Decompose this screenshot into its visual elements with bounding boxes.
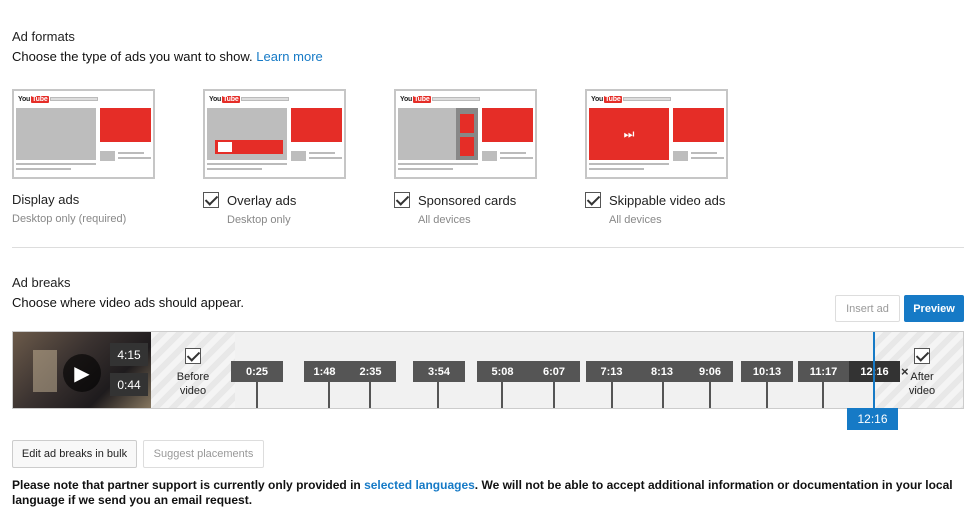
- skippable-video-ads-checkbox[interactable]: [585, 192, 601, 208]
- playhead-time: 12:16: [847, 408, 898, 430]
- skippable-video-ads-label: Skippable video ads: [609, 193, 726, 208]
- remove-marker-icon[interactable]: ×: [901, 364, 909, 379]
- ad-break-timeline[interactable]: ▶ 4:15 0:44 Before video After video 0:2…: [12, 331, 964, 409]
- youtube-logo: You Tube: [209, 96, 240, 103]
- marker-tick: [709, 382, 711, 408]
- ad-break-marker[interactable]: 10:13: [741, 361, 793, 382]
- after-video-checkbox[interactable]: [914, 348, 930, 364]
- youtube-logo: You Tube: [591, 96, 622, 103]
- marker-tick: [328, 382, 330, 408]
- ad-formats-title: Ad formats: [12, 29, 75, 44]
- ad-breaks-title: Ad breaks: [12, 275, 71, 290]
- thumb-duration-top: 4:15: [110, 343, 148, 366]
- ad-break-marker[interactable]: 2:35: [345, 361, 396, 382]
- overlay-ads-sub: Desktop only: [227, 214, 291, 226]
- ad-formats-subtitle-text: Choose the type of ads you want to show.: [12, 49, 253, 64]
- overlay-ads-label: Overlay ads: [227, 193, 297, 208]
- skip-forward-icon: ⏭: [589, 108, 669, 160]
- ad-break-marker[interactable]: 1:48: [304, 361, 345, 382]
- marker-tick: [611, 382, 613, 408]
- marker-tick: [369, 382, 371, 408]
- skippable-video-ads-illustration: You Tube ⏭: [585, 89, 728, 179]
- learn-more-link[interactable]: Learn more: [256, 49, 323, 64]
- ad-break-marker[interactable]: 0:25: [231, 361, 283, 382]
- overlay-ads-checkbox[interactable]: [203, 192, 219, 208]
- marker-tick: [437, 382, 439, 408]
- ad-break-marker[interactable]: 7:13: [586, 361, 637, 382]
- ad-break-marker[interactable]: 8:13: [637, 361, 687, 382]
- ad-break-marker[interactable]: 3:54: [413, 361, 465, 382]
- insert-ad-button[interactable]: Insert ad: [835, 295, 900, 322]
- display-ads-sub: Desktop only (required): [12, 213, 127, 225]
- note-text-2: . We will not be able to accept addition…: [12, 478, 953, 507]
- marker-tick: [662, 382, 664, 408]
- before-video-checkbox[interactable]: [185, 348, 201, 364]
- sponsored-cards-illustration: You Tube: [394, 89, 537, 179]
- ad-breaks-subtitle: Choose where video ads should appear.: [12, 295, 244, 310]
- skippable-video-ads-sub: All devices: [609, 214, 662, 226]
- marker-tick: [256, 382, 258, 408]
- before-video-label: Before video: [176, 371, 210, 397]
- sponsored-cards-sub: All devices: [418, 214, 471, 226]
- after-video-label: After video: [908, 371, 936, 397]
- ad-break-marker[interactable]: 9:06: [687, 361, 733, 382]
- youtube-logo: You Tube: [18, 96, 49, 103]
- youtube-logo: You Tube: [400, 96, 431, 103]
- display-ads-illustration: You Tube: [12, 89, 155, 179]
- marker-tick: [822, 382, 824, 408]
- edit-ad-breaks-bulk-button[interactable]: Edit ad breaks in bulk: [12, 440, 137, 468]
- thumb-duration-bottom: 0:44: [110, 373, 148, 396]
- ad-break-marker[interactable]: 11:17: [798, 361, 849, 382]
- playhead-line[interactable]: [873, 332, 875, 408]
- note-text-1: Please note that partner support is curr…: [12, 478, 365, 492]
- marker-tick: [766, 382, 768, 408]
- before-video-zone: [151, 332, 235, 408]
- display-ads-label: Display ads: [12, 192, 80, 207]
- marker-tick: [501, 382, 503, 408]
- play-icon[interactable]: ▶: [63, 354, 101, 392]
- sponsored-cards-checkbox[interactable]: [394, 192, 410, 208]
- overlay-ads-illustration: You Tube: [203, 89, 346, 179]
- ad-formats-subtitle: Choose the type of ads you want to show.…: [12, 49, 323, 64]
- suggest-placements-button[interactable]: Suggest placements: [143, 440, 264, 468]
- ad-break-marker[interactable]: 6:07: [528, 361, 580, 382]
- section-divider: [12, 247, 964, 248]
- selected-languages-link[interactable]: selected languages: [364, 478, 475, 492]
- marker-tick: [553, 382, 555, 408]
- sponsored-cards-label: Sponsored cards: [418, 193, 517, 208]
- ad-break-marker[interactable]: 5:08: [477, 361, 528, 382]
- preview-button[interactable]: Preview: [904, 295, 964, 322]
- partner-support-note: Please note that partner support is curr…: [12, 478, 968, 508]
- video-thumbnail: ▶ 4:15 0:44: [13, 332, 151, 408]
